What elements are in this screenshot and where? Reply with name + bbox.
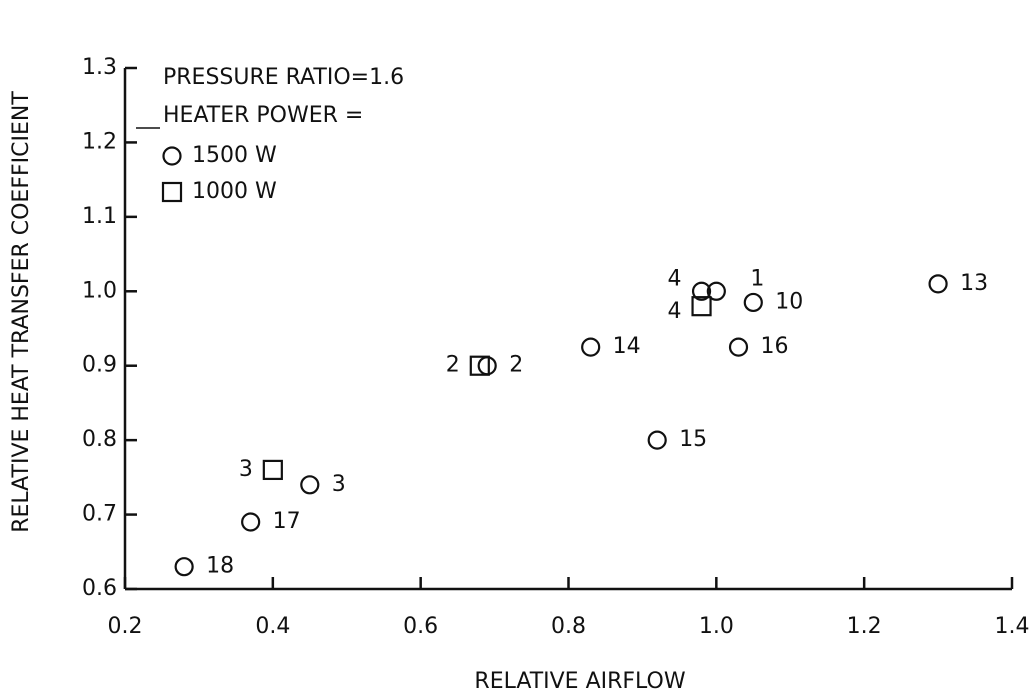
point: [928, 274, 948, 294]
annotation: PRESSURE RATIO=1.6: [163, 65, 404, 90]
point-label: 18: [206, 554, 234, 579]
point-label: 10: [775, 289, 803, 314]
x-tick-label: 1.4: [995, 614, 1030, 639]
legend-marker: [162, 146, 182, 166]
x-tick-label: 1.2: [847, 614, 882, 639]
point-label: 3: [239, 457, 253, 482]
point: [477, 356, 497, 376]
point: [469, 355, 490, 376]
point-label: 13: [960, 271, 988, 296]
x-tick-label: 0.2: [108, 614, 143, 639]
legend-label: 1000 W: [192, 179, 277, 204]
point-label: 16: [761, 334, 789, 359]
point: [728, 337, 749, 357]
x-tick-label: 0.4: [255, 614, 290, 639]
y-tick-label: 1.0: [82, 278, 117, 303]
y-tick-label: 1.3: [82, 55, 117, 80]
point-label: 17: [273, 509, 301, 534]
point: [743, 292, 763, 313]
legend-label: 1500 W: [192, 143, 277, 168]
point: [174, 557, 194, 577]
x-axis-label: RELATIVE AIRFLOW: [474, 669, 685, 694]
y-tick-label: 1.1: [82, 204, 117, 229]
x-tick-label: 0.8: [551, 614, 586, 639]
point: [300, 475, 320, 495]
point-label: 2: [446, 353, 460, 378]
y-axis-label: RELATIVE HEAT TRANSFER COEFFICIENT: [9, 91, 34, 533]
point-label: 2: [509, 353, 523, 378]
point-label: 3: [332, 472, 346, 497]
point-label: 1: [750, 266, 764, 291]
x-tick-label: 0.6: [403, 614, 438, 639]
y-tick-label: 0.7: [82, 502, 117, 527]
x-tick-label: 1.0: [699, 614, 734, 639]
annotation: HEATER POWER =: [163, 103, 363, 128]
point: [262, 459, 283, 481]
point: [241, 512, 261, 532]
y-tick-label: 0.8: [82, 427, 117, 452]
point: [581, 337, 601, 357]
point: [691, 281, 712, 301]
point-label: 4: [668, 266, 682, 291]
point-label: 4: [668, 299, 682, 324]
point: [647, 430, 667, 450]
y-tick-label: 0.6: [82, 576, 117, 601]
point-label: 14: [613, 334, 641, 359]
point-label: 15: [679, 427, 707, 452]
y-tick-label: 0.9: [82, 353, 117, 378]
y-tick-label: 1.2: [82, 129, 117, 154]
point: [691, 296, 712, 317]
legend-marker: [161, 181, 183, 203]
point: [706, 281, 726, 301]
